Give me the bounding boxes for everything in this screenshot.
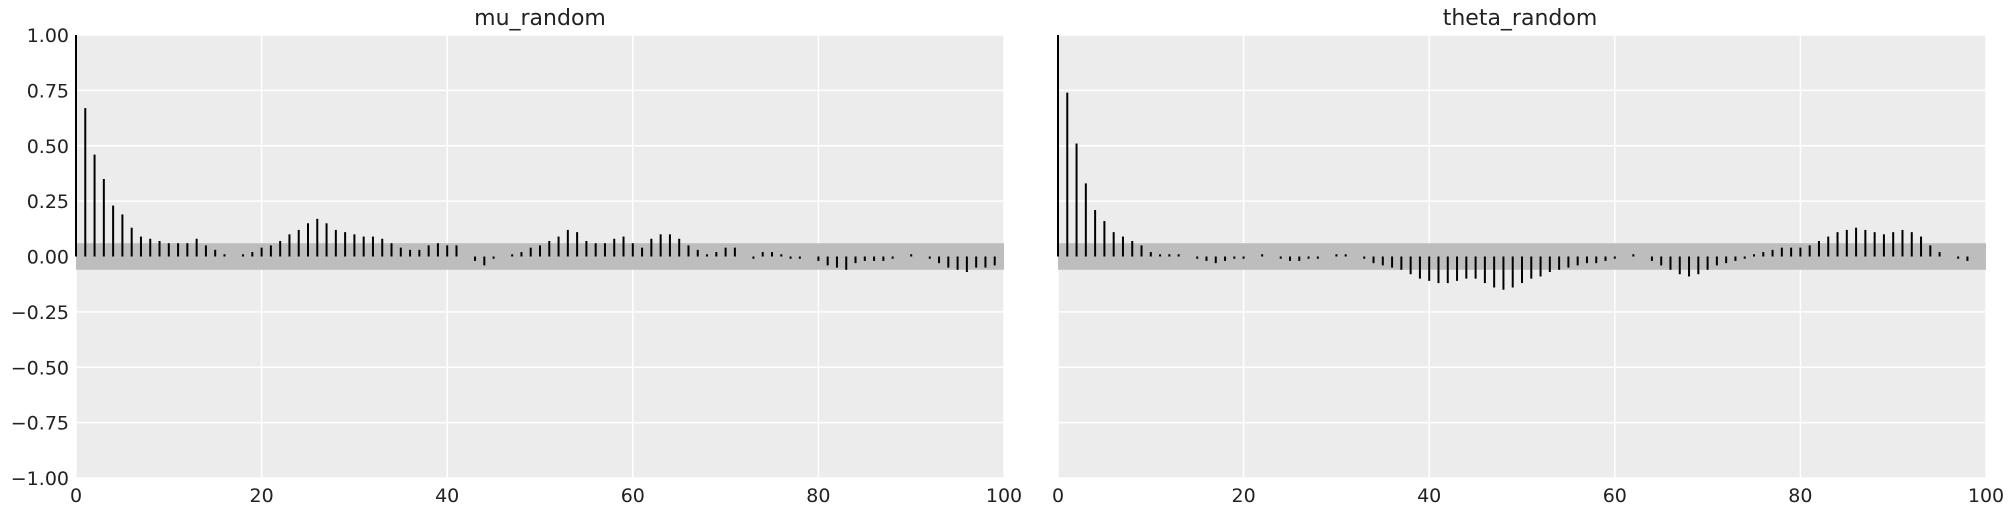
mu-random-x-tick-label: 80 [806,485,830,507]
theta-random-x-tick-label: 40 [1417,485,1441,507]
theta-random-x-tick-label: 0 [1052,485,1064,507]
mu-random-x-tick-label: 20 [250,485,274,507]
theta-random-x-tick-label: 100 [1968,485,2004,507]
mu-random-y-tick-label: 0.25 [27,191,69,213]
theta-random-x-tick-label: 60 [1603,485,1627,507]
mu-random-x-tick-label: 40 [435,485,459,507]
mu-random-y-tick-label: −0.75 [11,413,69,435]
mu-random-y-tick-label: −0.25 [11,302,69,324]
mu-random-y-tick-label: 0.75 [27,80,69,102]
mu-random-y-tick-label: −1.00 [11,468,69,490]
theta-random-x-tick-label: 80 [1788,485,1812,507]
mu-random-x-tick-label: 0 [70,485,82,507]
mu-random-x-tick-label: 100 [986,485,1022,507]
mu-random-y-tick-label: 1.00 [27,25,69,47]
mu-random-y-tick-label: 0.50 [27,136,69,158]
mu-random-x-tick-label: 60 [621,485,645,507]
theta-random-panel: 0 20 40 60 80 100 theta_random [1052,6,2004,507]
theta-random-x-tick-label: 20 [1232,485,1256,507]
mu-random-title: mu_random [474,6,606,31]
mu-random-y-tick-label: 0.00 [27,247,69,269]
mu-random-panel: 0 20 40 60 80 100 1.00 0.75 0.50 0.25 0.00 −0.25 −0.… [11,6,1022,507]
theta-random-title: theta_random [1443,6,1598,31]
mu-random-y-tick-label: −0.50 [11,357,69,379]
